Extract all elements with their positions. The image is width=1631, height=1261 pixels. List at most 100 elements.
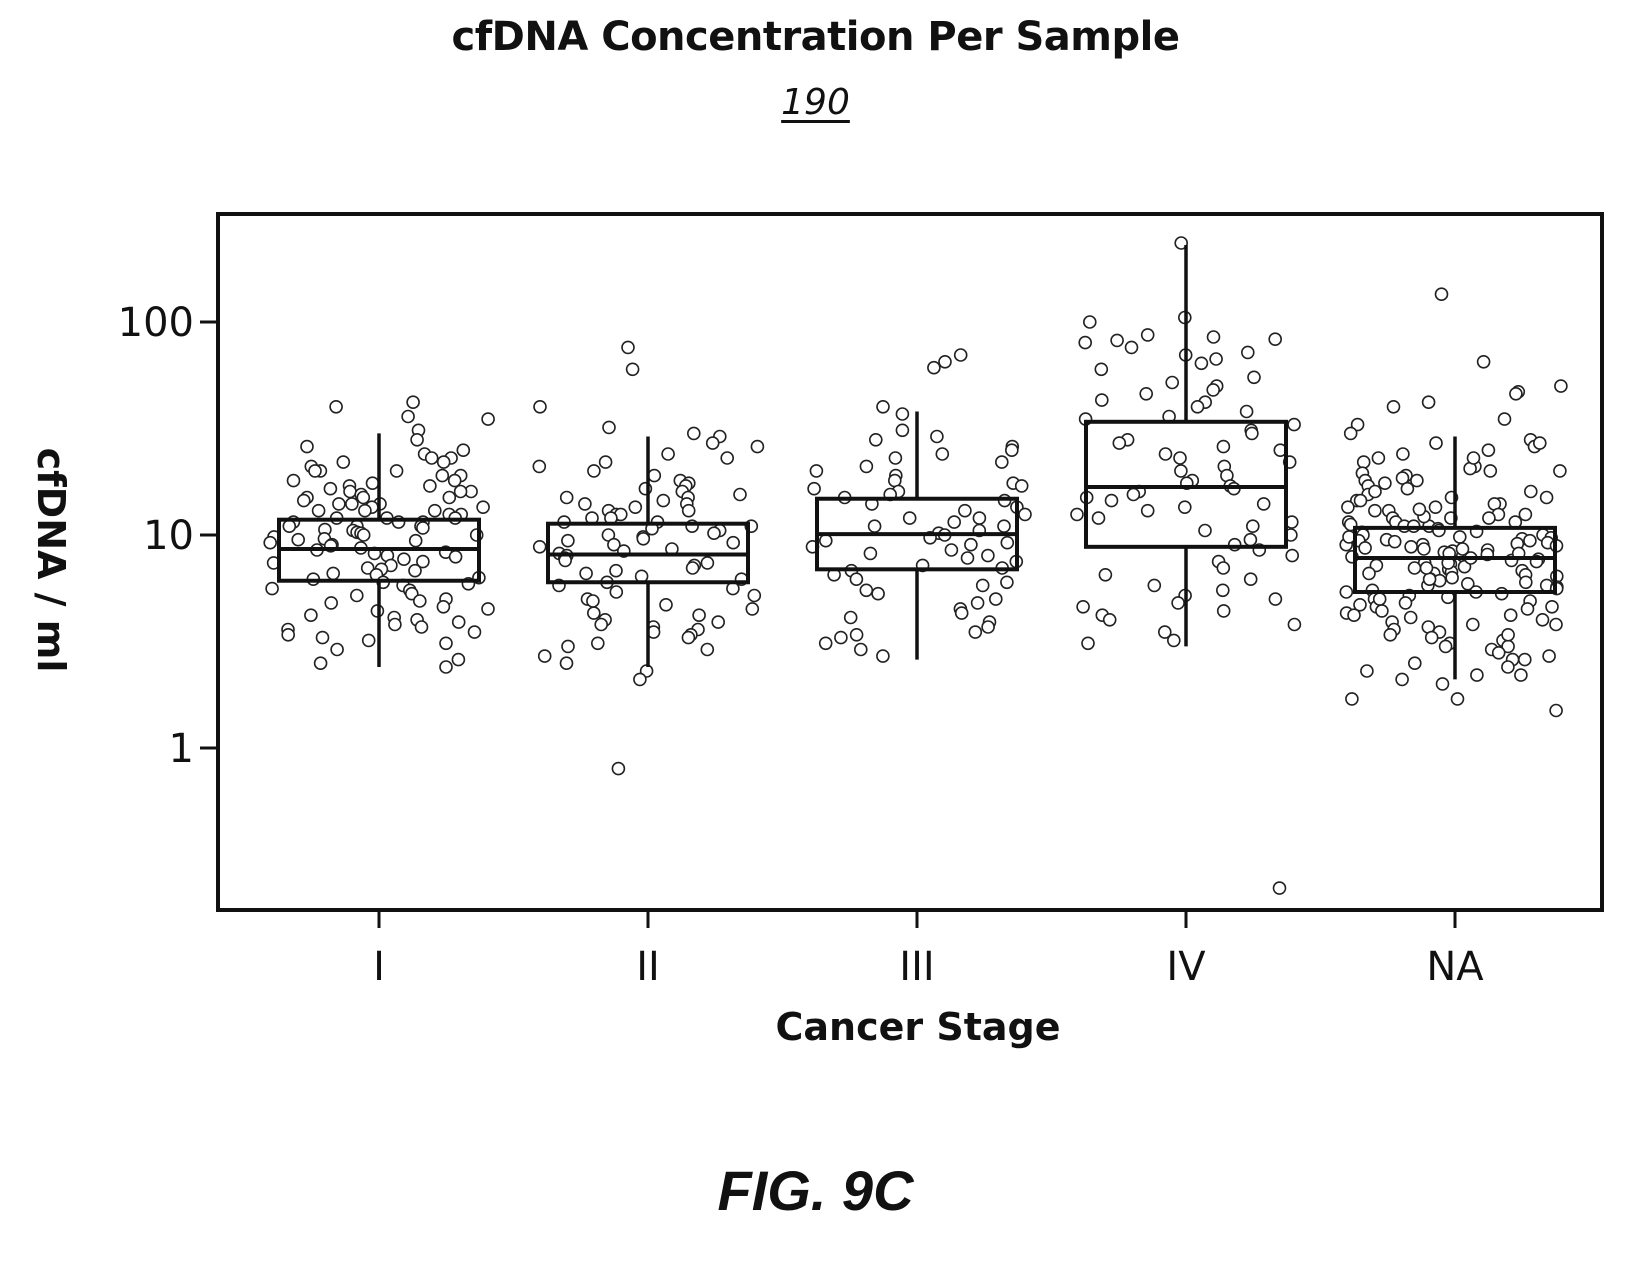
data-point bbox=[1194, 356, 1209, 371]
data-point bbox=[286, 473, 301, 488]
data-point bbox=[476, 500, 490, 515]
x-tick-label: II bbox=[636, 944, 660, 990]
data-point bbox=[1070, 507, 1084, 522]
data-point bbox=[561, 639, 575, 654]
data-point bbox=[365, 476, 380, 491]
data-point bbox=[895, 407, 910, 421]
data-point bbox=[281, 627, 296, 642]
data-point bbox=[747, 588, 762, 603]
data-point bbox=[964, 537, 978, 552]
data-point bbox=[594, 617, 609, 632]
data-point bbox=[1076, 599, 1090, 614]
data-point bbox=[1386, 399, 1401, 414]
data-point bbox=[1455, 542, 1470, 556]
data-point bbox=[1549, 617, 1563, 632]
data-point bbox=[1341, 500, 1355, 515]
data-point bbox=[981, 548, 995, 563]
data-point bbox=[416, 554, 430, 569]
data-point bbox=[439, 660, 453, 674]
data-point bbox=[1371, 451, 1386, 465]
data-point bbox=[1450, 692, 1465, 706]
data-point bbox=[1438, 639, 1453, 654]
data-point bbox=[1514, 668, 1528, 682]
data-point bbox=[336, 455, 351, 469]
data-point bbox=[1542, 649, 1556, 663]
data-point bbox=[1535, 612, 1550, 627]
x-axis: I II III IV NA bbox=[373, 910, 1484, 990]
data-point bbox=[559, 490, 574, 505]
data-point bbox=[533, 399, 547, 414]
data-point bbox=[401, 409, 415, 424]
data-point bbox=[1174, 236, 1188, 250]
data-point bbox=[349, 588, 364, 603]
data-point bbox=[1461, 576, 1475, 591]
figure-caption: FIG. 9C bbox=[717, 1159, 914, 1222]
data-point bbox=[625, 362, 640, 377]
data-point bbox=[705, 436, 720, 450]
data-point bbox=[481, 602, 495, 616]
data-point bbox=[427, 503, 442, 518]
data-point bbox=[1470, 668, 1484, 682]
data-point bbox=[360, 561, 375, 575]
data-point bbox=[1094, 362, 1109, 377]
data-point bbox=[291, 532, 306, 547]
data-point bbox=[656, 493, 671, 508]
data-point bbox=[1239, 404, 1254, 419]
data-point bbox=[435, 468, 450, 483]
data-point bbox=[1539, 490, 1554, 505]
data-point bbox=[1083, 315, 1097, 329]
page-title: cfDNA Concentration Per Sample bbox=[451, 14, 1180, 60]
data-point bbox=[1481, 443, 1496, 458]
interquartile-box bbox=[1084, 419, 1288, 549]
data-point bbox=[1375, 604, 1389, 618]
data-point bbox=[1466, 617, 1480, 632]
data-point bbox=[895, 423, 910, 438]
data-point bbox=[1167, 633, 1181, 648]
data-point bbox=[1216, 439, 1231, 454]
data-point bbox=[1004, 443, 1019, 458]
data-point bbox=[988, 592, 1003, 606]
data-point bbox=[867, 519, 882, 534]
data-point bbox=[408, 533, 423, 548]
data-point bbox=[1412, 502, 1427, 517]
data-point bbox=[611, 761, 626, 776]
data-point bbox=[686, 426, 701, 441]
data-point bbox=[1126, 487, 1141, 502]
box-elements bbox=[277, 244, 1557, 680]
data-point bbox=[304, 608, 318, 623]
data-point bbox=[397, 552, 411, 567]
data-point bbox=[876, 399, 890, 414]
y-axis: 1 10 100 bbox=[118, 300, 218, 772]
data-point bbox=[849, 572, 864, 587]
data-point bbox=[647, 468, 662, 483]
data-point bbox=[834, 630, 848, 645]
data-point bbox=[1497, 412, 1512, 426]
data-point bbox=[324, 596, 339, 610]
data-point bbox=[960, 551, 975, 565]
x-axis-title: Cancer Stage bbox=[776, 1005, 1061, 1049]
data-point bbox=[329, 399, 343, 414]
data-point bbox=[447, 473, 462, 488]
data-point bbox=[1378, 476, 1392, 491]
data-point bbox=[972, 511, 987, 525]
data-point bbox=[1509, 386, 1523, 401]
data-point bbox=[1000, 575, 1014, 590]
data-point bbox=[1395, 672, 1409, 687]
data-point bbox=[1417, 542, 1431, 556]
data-point bbox=[1404, 539, 1418, 554]
data-point bbox=[745, 602, 760, 616]
data-point bbox=[607, 537, 621, 552]
data-point bbox=[343, 484, 357, 499]
data-point bbox=[711, 615, 726, 629]
data-point bbox=[1165, 375, 1179, 390]
data-point bbox=[1524, 484, 1538, 499]
y-tick-label: 100 bbox=[118, 300, 194, 346]
data-point bbox=[1482, 511, 1496, 525]
data-point bbox=[467, 625, 482, 639]
data-point bbox=[1396, 447, 1410, 461]
data-point bbox=[453, 484, 468, 499]
data-point bbox=[1124, 340, 1139, 355]
data-point bbox=[1102, 612, 1117, 627]
data-point bbox=[975, 578, 990, 593]
data-point bbox=[300, 439, 314, 454]
